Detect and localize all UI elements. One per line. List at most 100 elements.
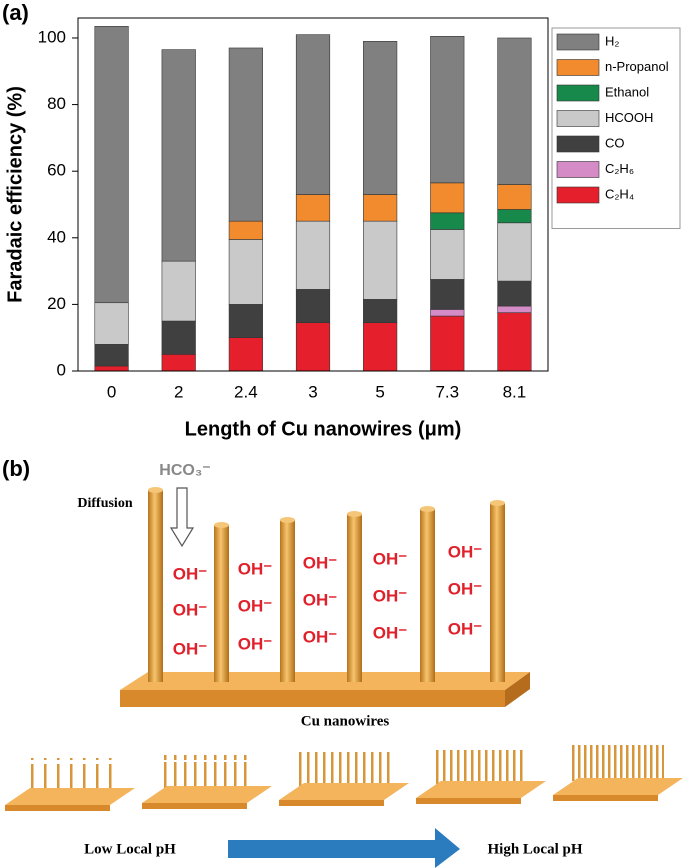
hydroxide-label: OH⁻ — [373, 586, 408, 605]
bar-segment — [363, 322, 398, 372]
platform — [142, 755, 272, 809]
legend-label: Ethanol — [605, 84, 649, 99]
platform-series — [5, 745, 683, 811]
legend-swatch — [556, 84, 600, 102]
x-tick-label: 2.4 — [234, 382, 258, 401]
legend-swatch — [556, 186, 600, 204]
bar-segment — [228, 304, 263, 338]
x-tick-label: 3 — [308, 382, 317, 401]
bar-segment — [228, 220, 263, 240]
bar-segment — [161, 354, 196, 372]
bar-segment — [497, 305, 532, 314]
bar-segment — [430, 309, 465, 317]
bar-segment — [295, 322, 331, 372]
base-front — [120, 690, 505, 707]
base-side — [505, 672, 530, 707]
high-ph-label: High Local pH — [487, 841, 582, 857]
nanowire-diagram: HCO₃⁻ Diffusion OH⁻ OH⁻ OH⁻ OH⁻ OH⁻ OH⁻ … — [77, 462, 530, 729]
y-tick-label: 100 — [38, 27, 66, 46]
platform — [416, 750, 546, 804]
x-tick-label: 7.3 — [435, 382, 459, 401]
ph-arrow — [228, 828, 460, 868]
panel-label: (b) — [2, 456, 30, 481]
bar-segment — [161, 260, 196, 322]
bar-segment — [363, 41, 398, 195]
bar-segment — [430, 36, 465, 184]
hydroxide-label: OH⁻ — [238, 634, 273, 653]
bar-segment — [94, 302, 129, 345]
legend-label: C₂H₄ — [605, 186, 634, 201]
bar-segment — [161, 320, 196, 355]
hydroxide-label: OH⁻ — [373, 623, 408, 642]
hydroxide-label: OH⁻ — [448, 542, 483, 561]
hydroxide-label: OH⁻ — [173, 564, 208, 583]
platform — [5, 758, 135, 811]
bar-segment — [497, 280, 532, 307]
bar-segment — [295, 289, 331, 324]
legend-swatch — [556, 110, 600, 127]
bar-segment — [430, 229, 465, 280]
bar-segment — [497, 209, 532, 224]
bar-segment — [430, 279, 465, 310]
hydroxide-label: OH⁻ — [303, 627, 338, 646]
x-tick-label: 8.1 — [503, 382, 527, 401]
y-tick-label: 40 — [47, 227, 66, 246]
diffusion-label: Diffusion — [77, 496, 132, 511]
legend-label: CO — [605, 135, 625, 150]
x-tick-label: 5 — [375, 382, 384, 401]
hydroxide-label: OH⁻ — [448, 619, 483, 638]
bar-segment — [228, 337, 263, 372]
bar-segment — [295, 220, 331, 290]
x-tick-label: 2 — [174, 382, 183, 401]
hydroxide-label: OH⁻ — [173, 639, 208, 658]
platform — [553, 745, 683, 801]
plot-frame — [77, 17, 549, 372]
legend-label: n-Propanol — [605, 59, 669, 74]
bar-segment — [228, 239, 263, 305]
legend-label: H₂ — [605, 33, 619, 48]
x-tick-label: 0 — [107, 382, 116, 401]
bar-segment — [161, 49, 196, 262]
hydroxide-label: OH⁻ — [173, 600, 208, 619]
legend-swatch — [556, 33, 600, 51]
y-tick-label: 20 — [47, 294, 66, 313]
x-axis-title: Length of Cu nanowires (μm) — [185, 418, 462, 440]
legend-label: HCOOH — [605, 110, 653, 125]
hydroxide-label: OH⁻ — [238, 559, 273, 578]
y-tick-label: 60 — [47, 161, 66, 180]
bar-segment — [295, 194, 331, 222]
hydroxide-label: OH⁻ — [373, 549, 408, 568]
legend-label: C₂H₆ — [605, 161, 634, 176]
hydroxide-label: OH⁻ — [448, 579, 483, 598]
bar-segment — [363, 220, 398, 300]
hydroxide-label: OH⁻ — [303, 553, 338, 572]
bar-segment — [430, 315, 465, 372]
low-ph-label: Low Local pH — [84, 841, 176, 857]
bar-segment — [497, 222, 532, 282]
bar-segment — [94, 344, 129, 367]
base-top — [120, 672, 530, 690]
hydroxide-label: OH⁻ — [238, 596, 273, 615]
y-axis-title: Faradaic efficiency (%) — [4, 86, 26, 303]
legend-swatch — [556, 59, 600, 76]
base-label: Cu nanowires — [301, 713, 390, 729]
bar-segment — [295, 34, 331, 195]
bar-segment — [228, 47, 263, 222]
hydroxide-label: OH⁻ — [303, 590, 338, 609]
platform — [279, 752, 409, 806]
bar-segment — [430, 182, 465, 214]
bar-segment — [497, 37, 532, 185]
bar-segment — [94, 365, 129, 372]
legend-swatch — [556, 161, 600, 178]
legend-swatch — [556, 135, 600, 153]
panel-label: (a) — [2, 0, 29, 25]
bar-segment — [430, 212, 465, 230]
nanowires — [148, 487, 505, 682]
y-tick-label: 0 — [57, 360, 66, 379]
bicarbonate-label: HCO₃⁻ — [159, 462, 210, 479]
bar-segment — [497, 312, 532, 372]
y-tick-label: 80 — [47, 94, 66, 113]
diffusion-arrow — [169, 487, 195, 548]
bar-segment — [363, 194, 398, 222]
